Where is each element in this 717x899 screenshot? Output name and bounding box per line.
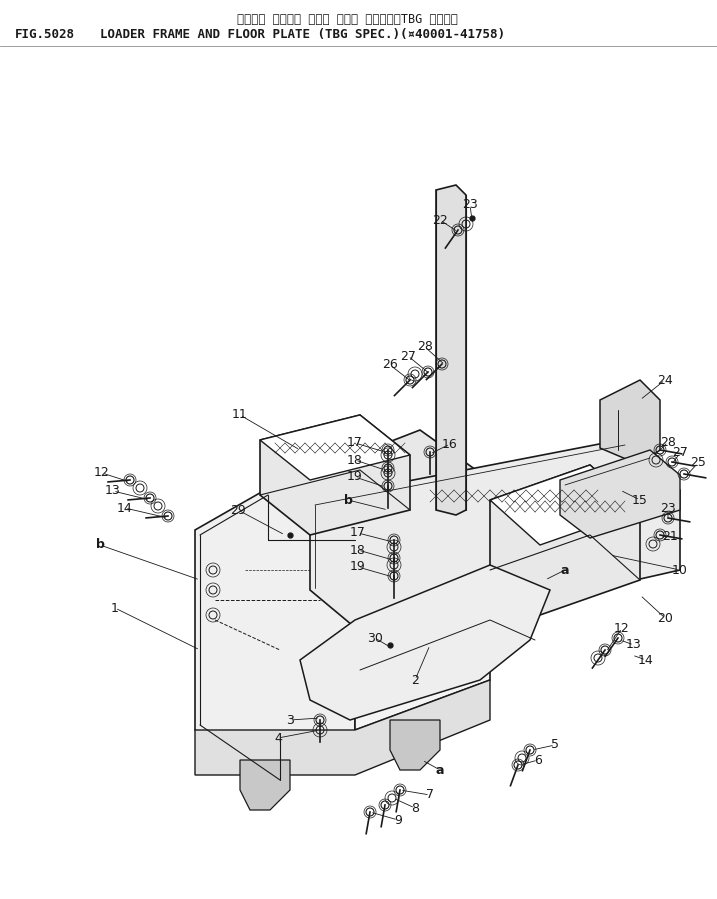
Text: 12: 12	[614, 621, 630, 635]
Text: 4: 4	[274, 732, 282, 744]
Text: a: a	[436, 763, 445, 777]
Text: LOADER FRAME AND FLOOR PLATE (TBG SPEC.)(¤40001-41758): LOADER FRAME AND FLOOR PLATE (TBG SPEC.)…	[100, 28, 505, 41]
Text: 8: 8	[411, 802, 419, 814]
Text: 10: 10	[672, 564, 688, 576]
Text: 1: 1	[111, 601, 119, 615]
Polygon shape	[600, 380, 660, 465]
Text: 21: 21	[662, 530, 678, 542]
Text: 3: 3	[286, 714, 294, 726]
Text: 14: 14	[117, 502, 133, 514]
Text: 20: 20	[657, 611, 673, 625]
Text: 19: 19	[347, 470, 363, 484]
Text: 13: 13	[626, 638, 642, 652]
Text: 9: 9	[394, 814, 402, 826]
Polygon shape	[490, 465, 640, 615]
Text: ローダー フレーム および フロア プレート（TBG ショウ）: ローダー フレーム および フロア プレート（TBG ショウ）	[237, 13, 458, 26]
Text: 15: 15	[632, 494, 648, 506]
Text: 11: 11	[232, 408, 248, 422]
Polygon shape	[260, 415, 410, 535]
Text: 30: 30	[367, 631, 383, 645]
Text: 28: 28	[417, 341, 433, 353]
Text: 19: 19	[350, 560, 366, 574]
Polygon shape	[195, 490, 355, 780]
Text: FIG.5028: FIG.5028	[15, 28, 75, 41]
Polygon shape	[265, 430, 490, 540]
Text: 23: 23	[462, 199, 478, 211]
Polygon shape	[560, 450, 680, 538]
Polygon shape	[436, 185, 466, 515]
Text: 17: 17	[350, 527, 366, 539]
Text: 28: 28	[660, 435, 676, 449]
Polygon shape	[195, 680, 490, 775]
Polygon shape	[260, 415, 410, 480]
Text: 7: 7	[426, 788, 434, 802]
Text: 2: 2	[411, 673, 419, 687]
Polygon shape	[355, 480, 490, 730]
Polygon shape	[310, 440, 680, 640]
Text: 24: 24	[657, 373, 673, 387]
Text: 22: 22	[432, 213, 448, 227]
Text: 18: 18	[347, 453, 363, 467]
Text: 5: 5	[551, 738, 559, 752]
Text: 27: 27	[400, 350, 416, 362]
Text: b: b	[343, 494, 353, 506]
Text: 13: 13	[105, 485, 121, 497]
Polygon shape	[390, 720, 440, 770]
Text: 16: 16	[442, 438, 458, 450]
Text: 25: 25	[690, 457, 706, 469]
Text: 27: 27	[672, 447, 688, 459]
Text: 14: 14	[638, 654, 654, 666]
Polygon shape	[300, 565, 550, 720]
Text: 23: 23	[660, 502, 676, 514]
Text: 18: 18	[350, 544, 366, 556]
Text: b: b	[95, 539, 105, 551]
Polygon shape	[490, 465, 640, 545]
Polygon shape	[240, 760, 290, 810]
Text: 6: 6	[534, 753, 542, 767]
Text: 26: 26	[382, 359, 398, 371]
Text: 29: 29	[230, 503, 246, 517]
Text: 12: 12	[94, 467, 110, 479]
Text: 17: 17	[347, 437, 363, 450]
Text: a: a	[561, 564, 569, 576]
